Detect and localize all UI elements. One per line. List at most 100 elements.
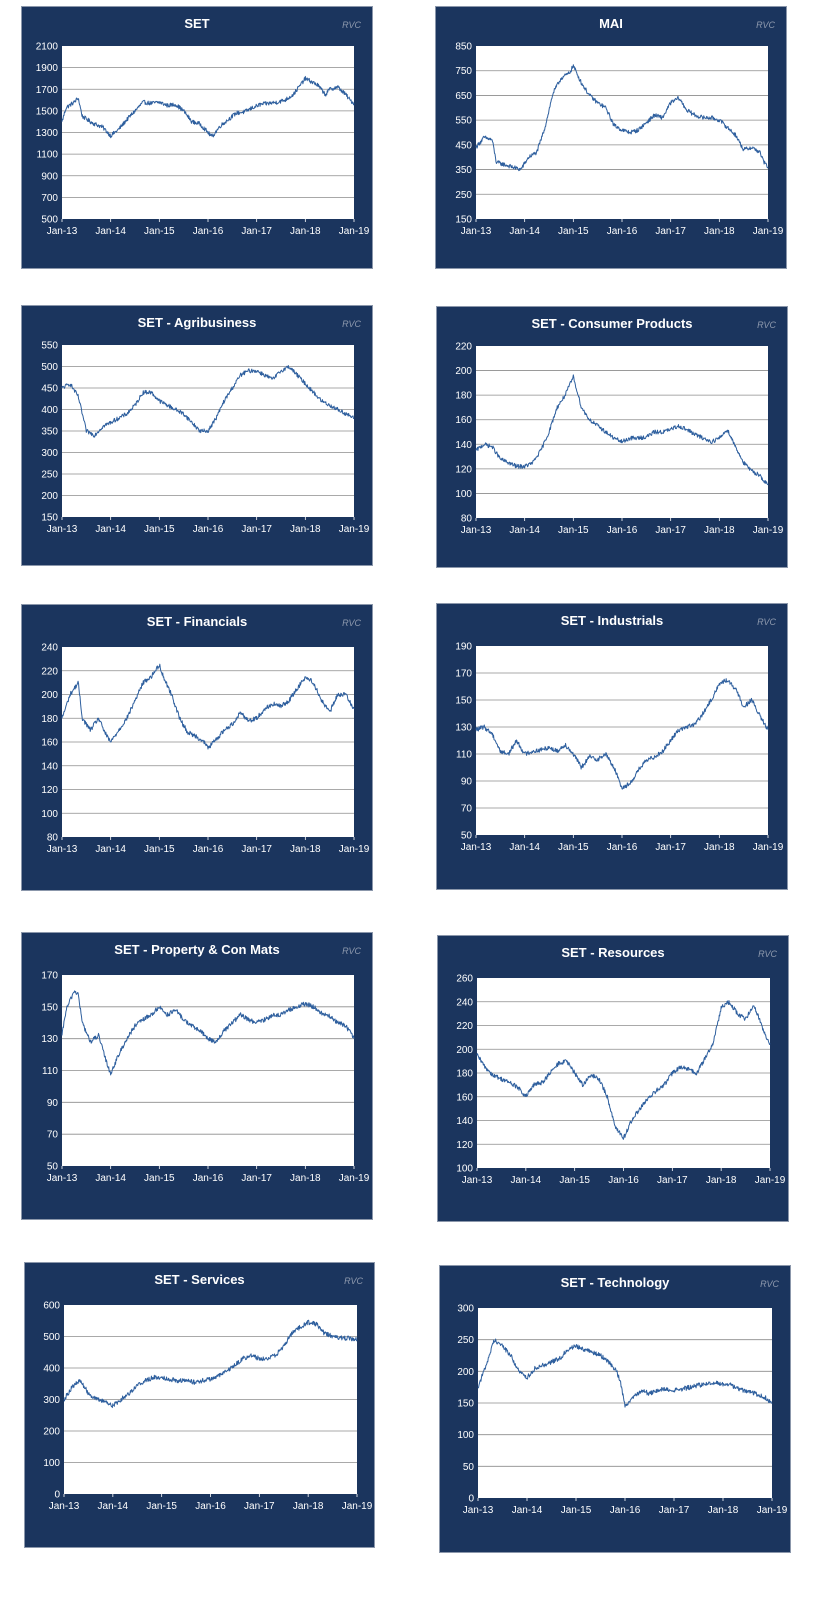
y-tick-label: 70: [47, 1130, 59, 1141]
x-tick-label: Jan-17: [241, 524, 272, 535]
y-tick-label: 150: [457, 1399, 474, 1410]
chart-panel: 0 100 200 300 400 500 600 Jan-13 Jan-14 Jan-15 Jan…: [24, 1262, 375, 1548]
y-tick-label: 120: [456, 1140, 473, 1151]
chart-panel: 80 100 120 140 160 180 200 220 240 Jan-13 Jan-14 Ja…: [21, 604, 373, 891]
x-tick-label: Jan-18: [290, 524, 321, 535]
series-line: [475, 374, 769, 486]
y-tick-label: 90: [47, 1098, 59, 1109]
x-tick-label: Jan-13: [461, 525, 492, 536]
plot-area: [476, 46, 768, 219]
x-tick-label: Jan-18: [290, 1173, 321, 1184]
x-tick-label: Jan-17: [655, 226, 686, 237]
y-tick-label: 250: [457, 1335, 474, 1346]
series-line: [63, 1319, 358, 1409]
x-tick-label: Jan-19: [339, 844, 370, 855]
series-line: [475, 64, 769, 172]
x-tick-label: Jan-15: [561, 1505, 592, 1516]
y-tick-label: 0: [468, 1494, 474, 1505]
y-tick-label: 150: [455, 215, 472, 226]
y-tick-label: 190: [455, 642, 472, 653]
y-tick-label: 200: [457, 1367, 474, 1378]
chart-svg: 150 250 350 450 550 650 750 850 Jan-13 Jan-14 Jan-…: [455, 42, 783, 238]
x-tick-label: Jan-15: [558, 842, 589, 853]
x-tick-label: Jan-18: [704, 525, 735, 536]
y-tick-label: 850: [455, 42, 472, 53]
chart-svg: 50 70 90 110 130 150 170 190 Jan-13 Jan-14 Jan-15 J…: [455, 642, 783, 854]
x-tick-label: Jan-15: [558, 226, 589, 237]
y-tick-label: 350: [41, 427, 58, 438]
y-tick-label: 160: [41, 738, 58, 749]
x-tick-label: Jan-19: [753, 525, 784, 536]
chart-title: SET: [184, 16, 210, 31]
x-tick-label: Jan-19: [339, 524, 370, 535]
y-tick-label: 200: [41, 491, 58, 502]
y-tick-label: 1300: [36, 128, 59, 139]
chart-title: SET - Resources: [561, 945, 665, 960]
y-tick-label: 400: [43, 1364, 60, 1375]
y-tick-label: 600: [43, 1301, 60, 1312]
y-tick-label: 130: [41, 1034, 58, 1045]
x-tick-label: Jan-18: [290, 226, 321, 237]
x-tick-label: Jan-13: [461, 226, 492, 237]
x-tick-label: Jan-14: [95, 226, 126, 237]
y-tick-label: 160: [456, 1092, 473, 1103]
chart-svg: 50 70 90 110 130 150 170 Jan-13 Jan-14 Jan-15 Jan-…: [41, 971, 369, 1185]
y-tick-label: 100: [43, 1458, 60, 1469]
y-tick-label: 150: [41, 513, 58, 524]
x-tick-label: Jan-15: [144, 844, 175, 855]
x-tick-label: Jan-13: [49, 1501, 80, 1512]
x-tick-label: Jan-14: [95, 1173, 126, 1184]
chart-panel: 500 700 900 1100 1300 1500 1700 1900 2100 Jan-13 J…: [21, 6, 373, 269]
y-tick-label: 140: [456, 1116, 473, 1127]
x-tick-label: Jan-17: [655, 842, 686, 853]
x-tick-label: Jan-18: [293, 1501, 324, 1512]
brand-label: RVC: [760, 1279, 779, 1289]
x-tick-label: Jan-16: [193, 226, 224, 237]
y-tick-label: 350: [455, 165, 472, 176]
x-tick-label: Jan-17: [655, 525, 686, 536]
y-tick-label: 200: [43, 1427, 60, 1438]
x-tick-label: Jan-19: [339, 226, 370, 237]
series-line: [477, 1338, 773, 1408]
chart-panel: 50 70 90 110 130 150 170 Jan-13 Jan-14 Jan-15 Jan-…: [21, 932, 373, 1220]
y-tick-label: 100: [457, 1430, 474, 1441]
x-tick-label: Jan-17: [241, 844, 272, 855]
y-tick-label: 700: [41, 193, 58, 204]
chart-title: SET - Consumer Products: [531, 316, 693, 331]
y-tick-label: 550: [41, 341, 58, 352]
plot-area: [476, 646, 768, 835]
x-tick-label: Jan-13: [463, 1505, 494, 1516]
chart-svg: 80 100 120 140 160 180 200 220 240 Jan-13 Jan-14 Ja…: [41, 643, 370, 856]
chart-svg: 150 200 250 300 350 400 450 500 550 Jan-13 Jan-14 J…: [41, 341, 370, 536]
x-tick-label: Jan-19: [342, 1501, 373, 1512]
plot-area: [476, 346, 768, 518]
y-tick-label: 650: [455, 91, 472, 102]
y-tick-label: 90: [461, 777, 473, 788]
y-tick-label: 450: [455, 140, 472, 151]
y-tick-label: 200: [455, 366, 472, 377]
x-tick-label: Jan-18: [708, 1505, 739, 1516]
y-tick-label: 170: [455, 669, 472, 680]
brand-label: RVC: [342, 946, 361, 956]
chart-title: SET - Agribusiness: [137, 315, 257, 330]
chart-panel: 150 250 350 450 550 650 750 850 Jan-13 Jan-14 Jan-…: [435, 6, 787, 269]
y-tick-label: 150: [455, 696, 472, 707]
x-tick-label: Jan-13: [461, 842, 492, 853]
chart-svg: 0 100 200 300 400 500 600 Jan-13 Jan-14 Jan-15 Jan…: [43, 1301, 373, 1513]
y-tick-label: 110: [456, 750, 472, 761]
y-tick-label: 300: [457, 1304, 474, 1315]
chart-panel: 100 120 140 160 180 200 220 240 260 Jan-13 Jan-14 J…: [437, 935, 789, 1222]
x-tick-label: Jan-14: [95, 524, 126, 535]
y-tick-label: 130: [455, 723, 472, 734]
y-tick-label: 50: [47, 1162, 59, 1173]
y-tick-label: 170: [41, 971, 58, 982]
chart-panel: 0 50 100 150 200 250 300 Jan-13 Jan-14 Jan-15 Jan-…: [439, 1265, 791, 1553]
y-tick-label: 100: [41, 809, 58, 820]
x-tick-label: Jan-14: [511, 1175, 542, 1186]
x-tick-label: Jan-19: [755, 1175, 786, 1186]
x-tick-label: Jan-14: [509, 842, 540, 853]
y-tick-label: 200: [41, 690, 58, 701]
y-tick-label: 250: [455, 190, 472, 201]
chart-title: SET - Financials: [146, 614, 248, 629]
y-tick-label: 80: [47, 833, 59, 844]
